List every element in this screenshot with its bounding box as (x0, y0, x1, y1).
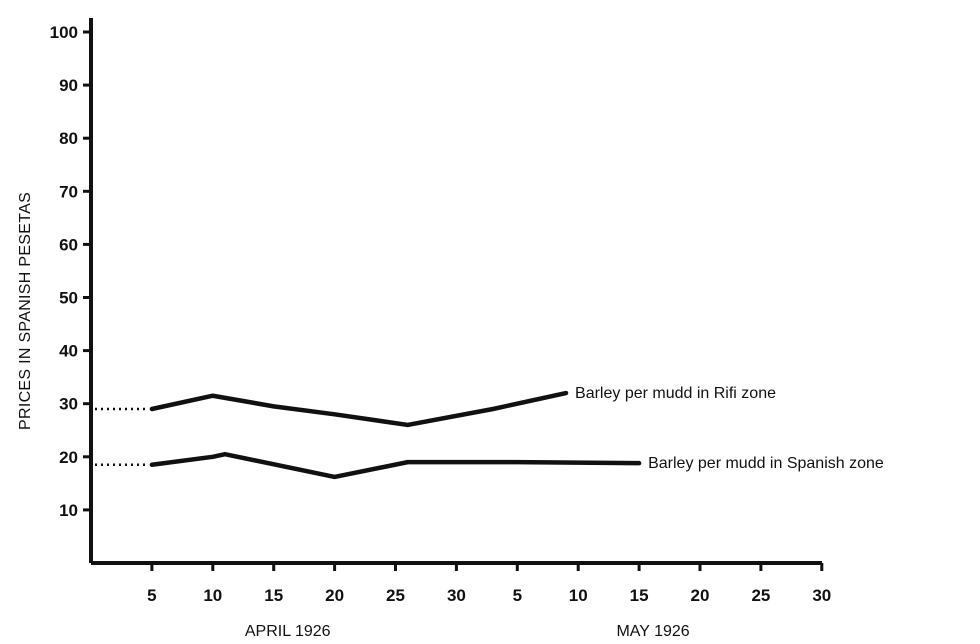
x-tick-label: 30 (812, 586, 831, 605)
y-tick-label: 100 (50, 23, 78, 42)
y-tick-label: 30 (59, 395, 78, 414)
y-tick-label: 70 (59, 182, 78, 201)
x-tick-label: 10 (569, 586, 588, 605)
x-tick-label: 5 (513, 586, 522, 605)
x-tick-label: 20 (325, 586, 344, 605)
y-tick-label: 60 (59, 235, 78, 254)
y-tick-label: 90 (59, 76, 78, 95)
x-tick-label: 25 (751, 586, 770, 605)
x-tick-label: 10 (203, 586, 222, 605)
x-tick-label: 15 (630, 586, 649, 605)
x-tick-label: 25 (386, 586, 405, 605)
y-axis-title: PRICES IN SPANISH PESETAS (17, 192, 34, 430)
y-tick-label: 10 (59, 501, 78, 520)
x-tick-label: 30 (447, 586, 466, 605)
x-tick-label: 20 (691, 586, 710, 605)
series-line (149, 451, 642, 480)
x-tick-label: 5 (147, 586, 156, 605)
tick-marks (83, 30, 824, 571)
series-line (149, 390, 569, 428)
y-tick-label: 50 (59, 289, 78, 308)
series-label: Barley per mudd in Rifi zone (575, 385, 776, 402)
tick-labels: 10 20 30 40 50 60 70 80 90 100 5 10 15 20 25 30 5 10 15 20 2… (50, 23, 832, 640)
y-tick-label: 40 (59, 342, 78, 361)
y-tick-label: 80 (59, 129, 78, 148)
y-tick-label: 20 (59, 448, 78, 467)
axes (89, 18, 822, 565)
x-month-label: MAY 1926 (616, 623, 689, 640)
series-lines: Barley per mudd in Rifi zone Barley per m… (95, 385, 884, 480)
series-label: Barley per mudd in Spanish zone (648, 455, 884, 472)
x-month-label: APRIL 1926 (245, 623, 331, 640)
x-tick-label: 15 (264, 586, 283, 605)
